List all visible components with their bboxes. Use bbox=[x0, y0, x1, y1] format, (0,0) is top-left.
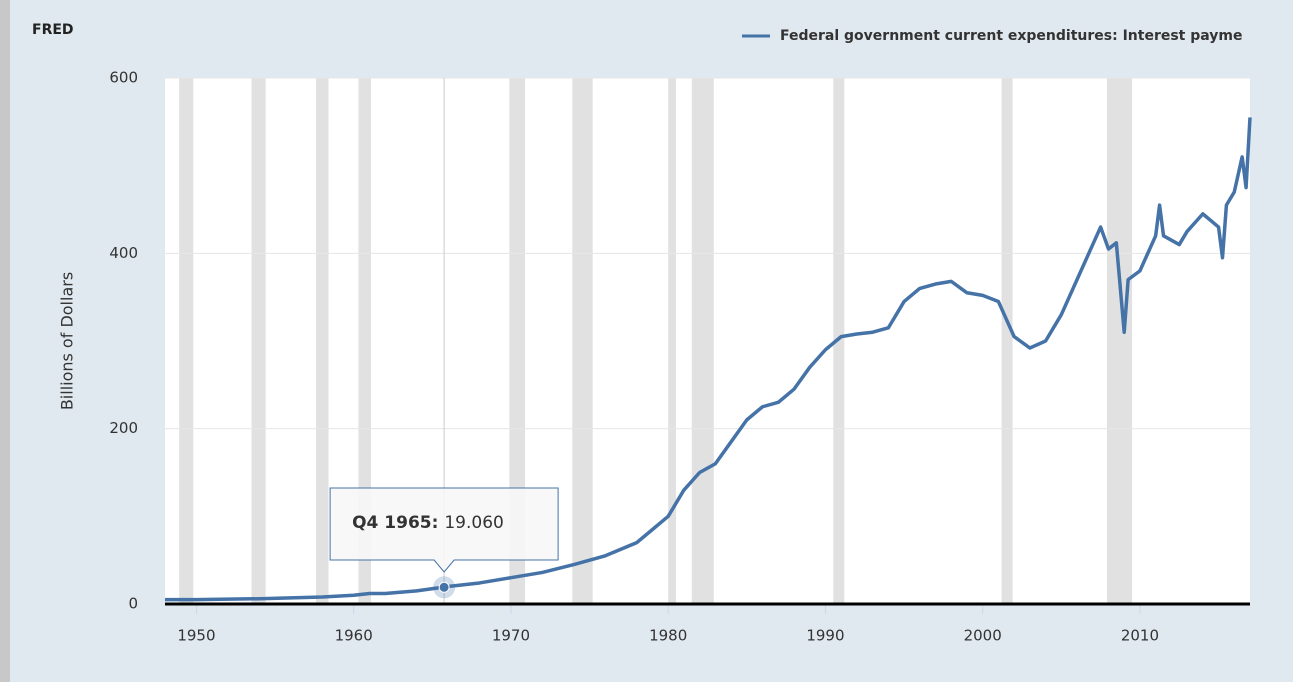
y-tick-label: 600 bbox=[109, 69, 138, 87]
tooltip-box bbox=[329, 487, 559, 573]
hover-point bbox=[438, 581, 450, 593]
recession-band bbox=[572, 78, 593, 604]
x-tick-label: 2000 bbox=[964, 627, 1002, 645]
x-tick-label: 1980 bbox=[649, 627, 687, 645]
tooltip-value: 19.060 bbox=[444, 513, 503, 533]
tooltip-label: Q4 1965 bbox=[352, 513, 432, 533]
tooltip-text: Q4 1965: 19.060 bbox=[352, 513, 504, 533]
logo: FRED bbox=[32, 22, 74, 38]
y-axis-label: Billions of Dollars bbox=[58, 272, 77, 410]
legend-label: Federal government current expenditures:… bbox=[780, 28, 1243, 44]
tooltip: Q4 1965: 19.060 bbox=[329, 487, 559, 573]
recession-band bbox=[358, 78, 371, 604]
recession-band bbox=[179, 78, 194, 604]
tooltip-colon: : bbox=[432, 513, 445, 533]
recession-band bbox=[668, 78, 677, 604]
recession-band bbox=[509, 78, 526, 604]
line-series bbox=[165, 117, 1252, 602]
recession-band bbox=[833, 78, 845, 604]
x-tick-label: 1990 bbox=[806, 627, 844, 645]
x-tick-label: 1960 bbox=[335, 627, 373, 645]
recession-band bbox=[315, 78, 329, 604]
recession-band bbox=[251, 78, 266, 604]
x-tick-label: 1970 bbox=[492, 627, 530, 645]
y-tick-label: 400 bbox=[109, 244, 138, 262]
recession-band bbox=[1001, 78, 1013, 604]
y-tick-label: 200 bbox=[109, 419, 138, 437]
recession-band bbox=[691, 78, 714, 604]
x-tick-label: 2010 bbox=[1121, 627, 1159, 645]
y-tick-label: 0 bbox=[128, 595, 138, 613]
recession-band bbox=[1106, 78, 1133, 604]
x-tick-label: 1950 bbox=[177, 627, 215, 645]
left-border bbox=[0, 0, 10, 682]
